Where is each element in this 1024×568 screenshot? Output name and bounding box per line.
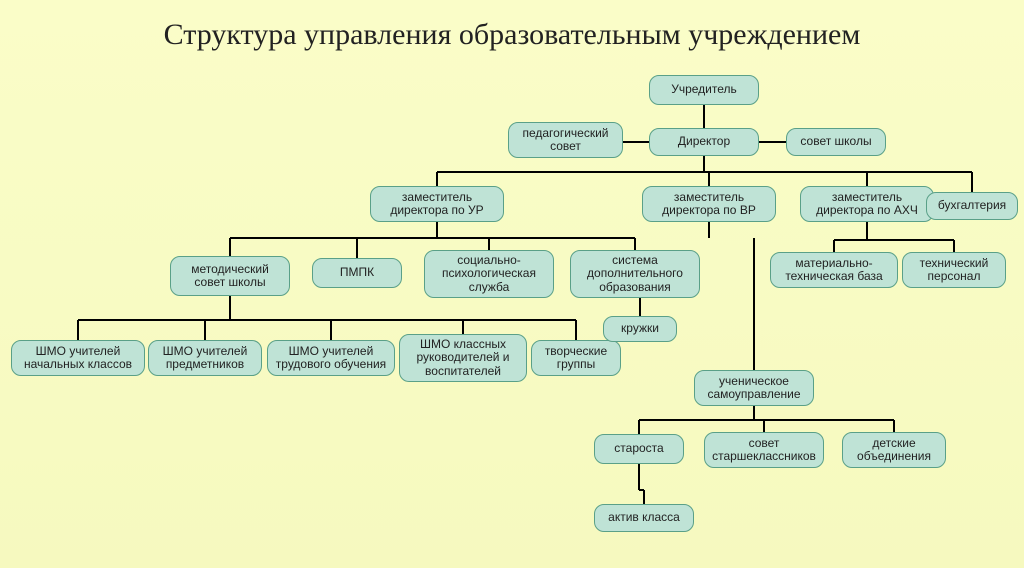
node-circles: кружки (603, 316, 677, 342)
node-creative: творческие группы (531, 340, 621, 376)
node-director: Директор (649, 128, 759, 156)
node-class_active: актив класса (594, 504, 694, 532)
node-accounting: бухгалтерия (926, 192, 1018, 220)
node-method_council: методический совет школы (170, 256, 290, 296)
node-addl_edu: система дополнительного образования (570, 250, 700, 298)
node-shmo_labor: ШМО учителей трудового обучения (267, 340, 395, 376)
node-soc_psych: социально-психологическая служба (424, 250, 554, 298)
org-chart-canvas: Структура управления образовательным учр… (0, 0, 1024, 568)
diagram-title: Структура управления образовательным учр… (0, 18, 1024, 52)
node-self_gov: ученическое самоуправление (694, 370, 814, 406)
node-dep_ahch: заместитель директора по АХЧ (800, 186, 934, 222)
node-founder: Учредитель (649, 75, 759, 105)
node-child_assoc: детские объединения (842, 432, 946, 468)
node-senior_council: совет старшеклассников (704, 432, 824, 468)
node-ped_council: педагогический совет (508, 122, 623, 158)
node-pmpk: ПМПК (312, 258, 402, 288)
node-shmo_primary: ШМО учителей начальных классов (11, 340, 145, 376)
node-mat_tech: материально-техническая база (770, 252, 898, 288)
node-starosta: староста (594, 434, 684, 464)
node-dep_ur: заместитель директора по УР (370, 186, 504, 222)
node-school_council: совет школы (786, 128, 886, 156)
node-dep_vr: заместитель директора по ВР (642, 186, 776, 222)
node-shmo_subj: ШМО учителей предметников (148, 340, 262, 376)
node-shmo_class: ШМО классных руководителей и воспитателе… (399, 334, 527, 382)
node-tech_staff: технический персонал (902, 252, 1006, 288)
